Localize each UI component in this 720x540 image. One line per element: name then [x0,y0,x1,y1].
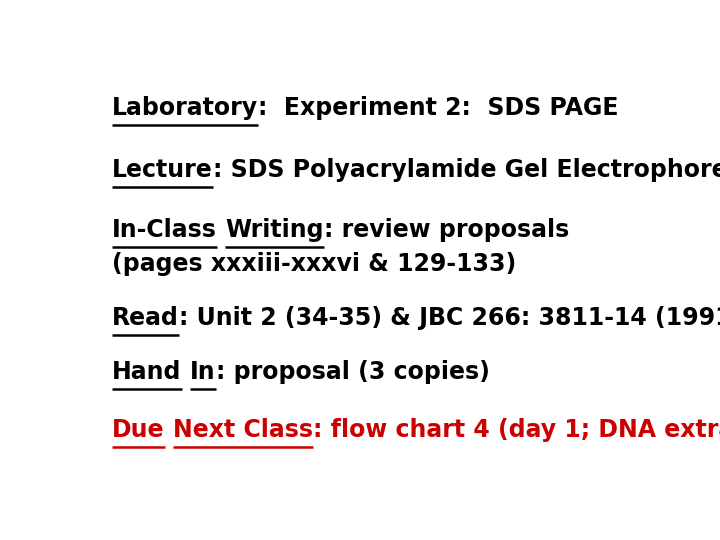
Text: : SDS Polyacrylamide Gel Electrophoresis: : SDS Polyacrylamide Gel Electrophoresis [213,158,720,182]
Text: : flow chart 4 (day 1; DNA extract): : flow chart 4 (day 1; DNA extract) [313,418,720,442]
Text: : Unit 2 (34-35) & JBC 266: 3811-14 (1991): : Unit 2 (34-35) & JBC 266: 3811-14 (199… [179,306,720,330]
Text: In: In [190,360,215,384]
Text: :  Experiment 2:  SDS PAGE: : Experiment 2: SDS PAGE [258,96,619,120]
Text: : proposal (3 copies): : proposal (3 copies) [215,360,490,384]
Text: Lecture: Lecture [112,158,213,182]
Text: Hand: Hand [112,360,181,384]
Text: In-Class: In-Class [112,218,217,242]
Text: : review proposals: : review proposals [324,218,570,242]
Text: Next Class: Next Class [173,418,313,442]
Text: (pages xxxiii-xxxvi & 129-133): (pages xxxiii-xxxvi & 129-133) [112,252,516,275]
Text: Writing: Writing [225,218,324,242]
Text: Laboratory: Laboratory [112,96,258,120]
Text: Due: Due [112,418,165,442]
Text: Read: Read [112,306,179,330]
